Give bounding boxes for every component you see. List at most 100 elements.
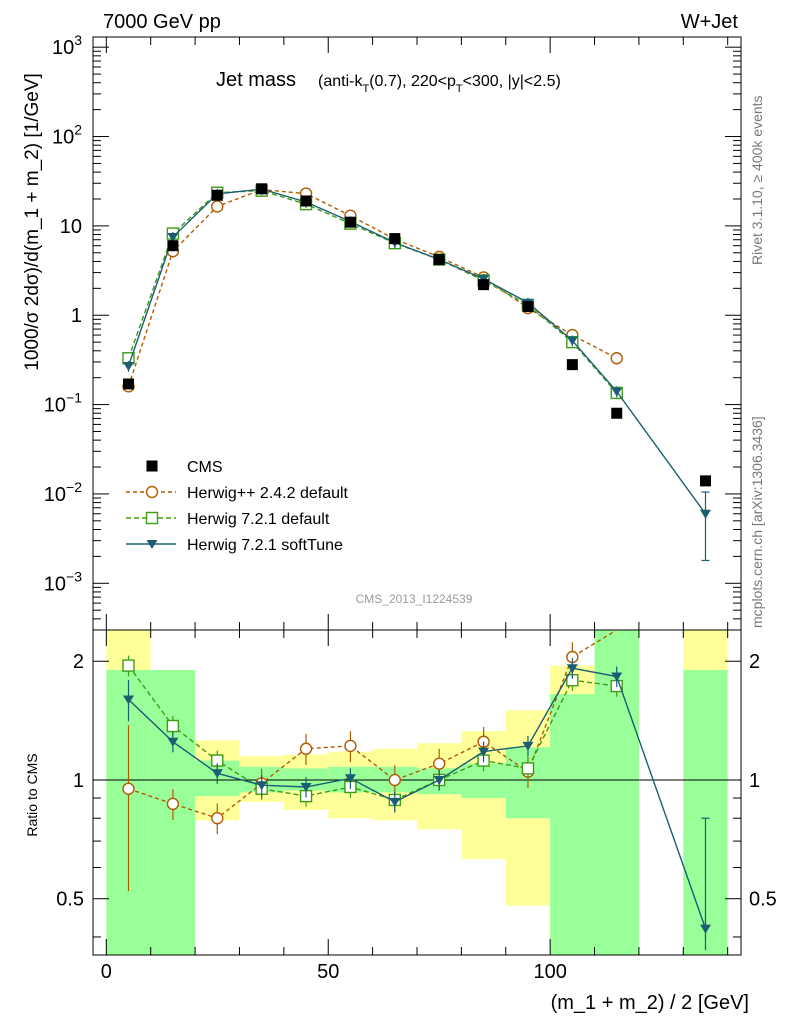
mc-point	[123, 362, 135, 372]
stat-uncertainty-band	[550, 694, 595, 955]
ratio-point	[566, 664, 578, 674]
cms-data-point	[389, 233, 401, 245]
ratio-y-axis-label: Ratio to CMS	[24, 753, 40, 836]
ratio-point	[299, 742, 313, 755]
tick-base: 10	[44, 395, 66, 417]
ratio-point	[522, 741, 534, 751]
legend-marker	[145, 485, 159, 499]
ratio-y-tick-label-left: 1	[73, 770, 84, 792]
main-y-axis-label: 1000/σ 2dσ)/d(m_1 + m_2) [1/GeV]	[22, 73, 43, 371]
main-series	[122, 183, 711, 562]
tick-exponent: −3	[66, 568, 82, 584]
ratio-point	[433, 775, 445, 785]
ratio-point	[432, 757, 446, 770]
mcplots-side-label: mcplots.cern.ch [arXiv:1306.3436]	[749, 416, 765, 628]
ratio-y-tick-label-left: 0.5	[56, 889, 84, 911]
legend-label: Herwig++ 2.4.2 default	[187, 485, 349, 502]
mc-point	[211, 200, 224, 213]
ratio-point	[344, 739, 357, 753]
legend-label: Herwig 7.2.1 default	[187, 511, 330, 528]
tick-base: 10	[52, 37, 74, 59]
cms-data-point	[256, 183, 268, 195]
ratio-point	[344, 774, 356, 784]
main-y-tick-label: 1	[71, 305, 82, 327]
plot-title-main: Jet mass	[216, 69, 296, 91]
main-y-tick-label: 10−1	[44, 390, 82, 417]
ratio-y-tick-label-left: 2	[73, 651, 84, 673]
ratio-point	[166, 797, 180, 811]
main-plot-subtitle: (anti-kT(0.7), 220<pT<300, |y|<2.5)	[318, 73, 561, 95]
series-line	[127, 188, 618, 387]
ratio-series-line	[127, 665, 617, 801]
ratio-y-tick-label-right: 2	[749, 651, 760, 673]
x-tick-label: 0	[101, 961, 112, 983]
cms-data-point	[433, 254, 445, 266]
x-tick-label: 50	[317, 961, 339, 983]
legend-label: Herwig 7.2.1 softTune	[187, 537, 343, 554]
ratio-axes: 0.5 0.5 1 1 2 2 0 50 100	[56, 630, 777, 983]
analysis-watermark: CMS_2013_I1224539	[356, 592, 473, 606]
tick-exponent: 2	[74, 122, 82, 138]
cms-data-point	[611, 407, 623, 419]
subtitle-sub-t2: T	[456, 83, 463, 95]
cms-data-point	[211, 189, 223, 201]
legend-marker	[146, 540, 158, 549]
cms-data-point	[123, 378, 135, 390]
ratio-point	[300, 782, 312, 792]
legend: CMS Herwig++ 2.4.2 default Herwig 7.2.1 de…	[126, 459, 349, 554]
ratio-y-tick-label-right: 0.5	[749, 889, 777, 911]
legend-marker	[146, 460, 158, 472]
subtitle-sub-t1: T	[362, 83, 369, 95]
series-line	[127, 189, 618, 394]
ratio-point	[389, 797, 401, 807]
rivet-side-label: Rivet 3.1.10, ≥ 400k events	[749, 95, 765, 265]
header-left-label: 7000 GeV pp	[103, 11, 221, 33]
cms-data-point	[300, 195, 312, 207]
cms-data-point	[522, 301, 534, 313]
ratio-point	[211, 812, 224, 825]
tick-base: 10	[52, 127, 74, 149]
legend-marker	[145, 511, 159, 525]
ratio-point	[478, 747, 490, 757]
cms-data-point	[699, 475, 711, 487]
main-y-tick-label: 10−2	[44, 479, 82, 506]
ratio-point	[211, 769, 223, 779]
cms-data-point	[344, 216, 356, 228]
tick-exponent: 3	[74, 32, 82, 48]
x-axis-label: (m_1 + m_2) / 2 [GeV]	[551, 992, 749, 1014]
tick-base: 10	[44, 573, 66, 595]
cms-data-point	[478, 279, 490, 291]
legend-label: CMS	[187, 459, 223, 476]
mc-point	[611, 387, 623, 397]
tick-exponent: −1	[66, 390, 82, 406]
ratio-point	[123, 695, 135, 705]
ratio-point	[611, 672, 623, 682]
tick-base: 10	[60, 216, 82, 238]
ratio-point	[122, 782, 135, 795]
cms-data-point	[167, 240, 179, 252]
main-plot-title: Jet mass	[216, 69, 296, 91]
ratio-point	[122, 659, 135, 672]
main-y-tick-label: 10	[60, 216, 82, 238]
ratio-series	[122, 629, 711, 951]
x-tick-label: 100	[533, 961, 566, 983]
ratio-point	[256, 781, 268, 791]
mc-point	[610, 352, 623, 365]
ratio-point	[521, 762, 535, 775]
tick-base: 1	[71, 305, 82, 327]
header-right-label: W+Jet	[681, 11, 739, 33]
mc-point	[566, 336, 578, 346]
tick-base: 10	[44, 484, 66, 506]
ratio-point	[166, 719, 180, 733]
ratio-y-tick-label-right: 1	[749, 770, 760, 792]
main-y-tick-label: 103	[52, 32, 82, 59]
ratio-error-bands	[106, 630, 728, 955]
main-y-tick-label: 10−3	[44, 568, 82, 595]
main-y-tick-label: 102	[52, 122, 82, 149]
tick-exponent: −2	[66, 479, 82, 495]
mc-point	[167, 233, 179, 243]
ratio-point	[388, 773, 402, 787]
ratio-point	[167, 737, 179, 747]
